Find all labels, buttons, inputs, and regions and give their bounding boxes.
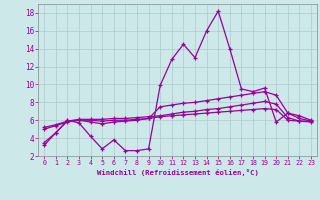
X-axis label: Windchill (Refroidissement éolien,°C): Windchill (Refroidissement éolien,°C) [97, 169, 259, 176]
